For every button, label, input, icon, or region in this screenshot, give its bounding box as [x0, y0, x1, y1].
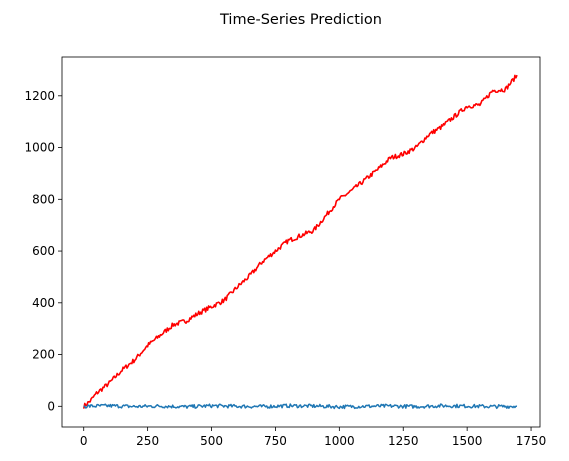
- y-tick-label: 600: [32, 244, 55, 258]
- series-line-1: [82, 74, 518, 409]
- y-tick-label: 800: [32, 192, 55, 206]
- chart-title: Time-Series Prediction: [219, 12, 382, 28]
- x-tick-label: 1000: [324, 434, 355, 448]
- y-tick-label: 1000: [24, 141, 55, 155]
- x-tick-label: 1250: [388, 434, 419, 448]
- y-tick-label: 200: [32, 348, 55, 362]
- y-tick-label: 0: [47, 399, 55, 413]
- axes-frame: [61, 56, 541, 428]
- series-layer: [82, 74, 518, 410]
- series-line-2: [83, 403, 518, 410]
- x-tick-label: 0: [80, 434, 88, 448]
- x-tick-label: 1750: [516, 434, 547, 448]
- x-tick-label: 1500: [452, 434, 483, 448]
- x-tick-label: 250: [136, 434, 159, 448]
- y-tick-label: 400: [32, 296, 55, 310]
- y-tick-label: 1200: [24, 89, 55, 103]
- x-tick-label: 500: [200, 434, 223, 448]
- axes-layer: 0 250 500 750 1000 1250 1500 1750 0 200 400 600 800 1…: [24, 56, 547, 448]
- x-tick-label: 750: [264, 434, 287, 448]
